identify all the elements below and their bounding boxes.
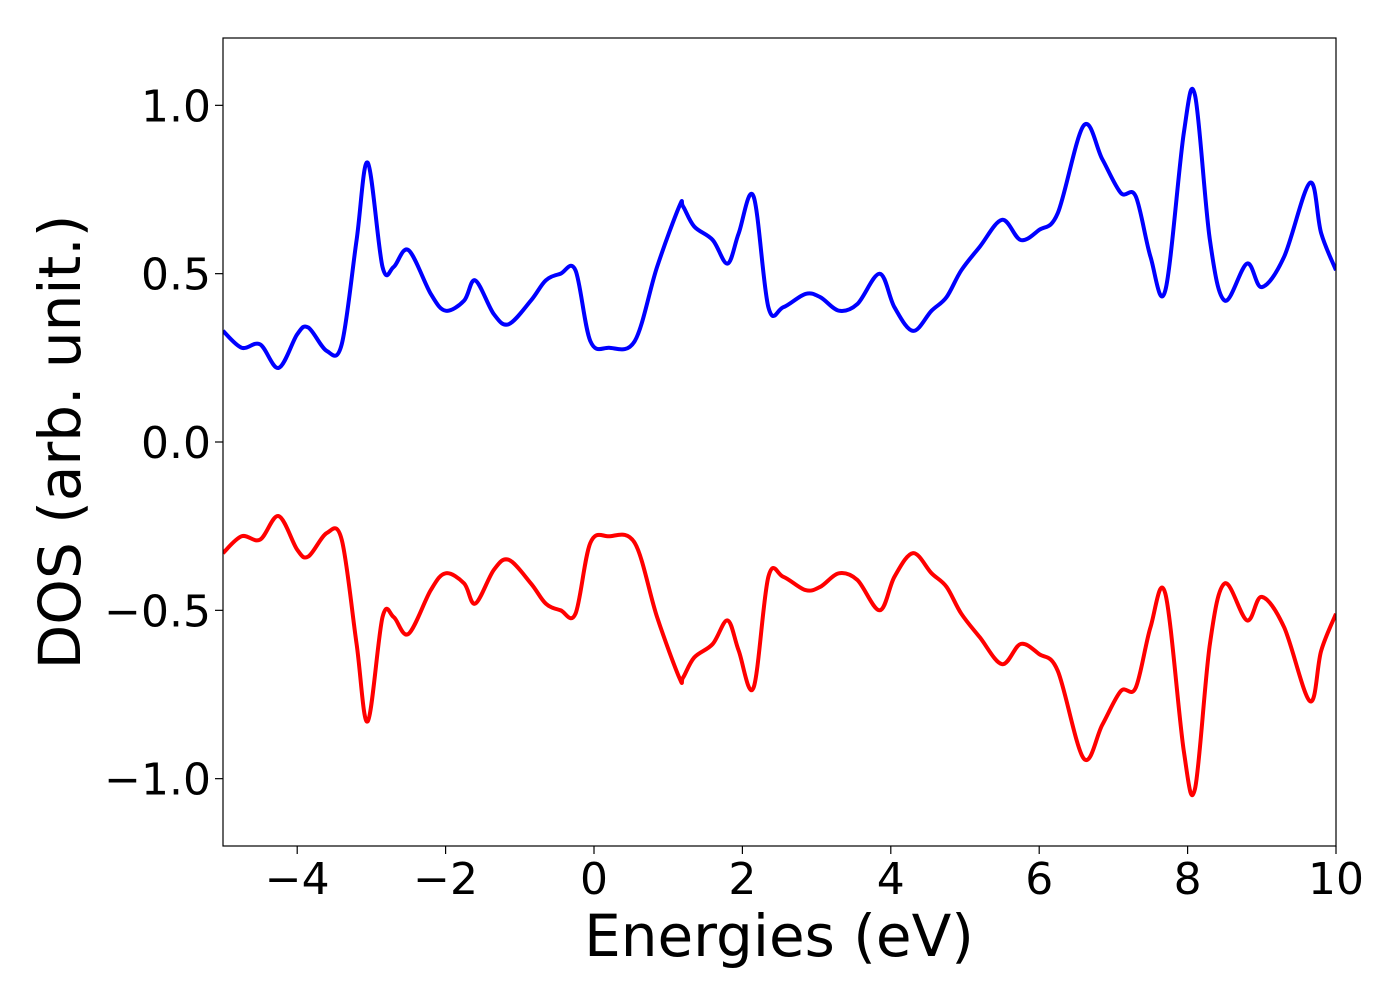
series-line-red — [223, 514, 1336, 798]
y-tick-label: 0.5 — [141, 250, 211, 301]
y-tick-label: −0.5 — [104, 586, 211, 637]
y-axis: 1.0 0.5 0.0 −0.5 −1.0 — [104, 81, 223, 806]
series-layer — [223, 86, 1336, 798]
x-tick-label: 4 — [877, 854, 905, 905]
x-tick-label: 8 — [1174, 854, 1202, 905]
x-tick-label: 0 — [580, 854, 608, 905]
x-tick-label: −2 — [413, 854, 478, 905]
x-tick-label: 10 — [1308, 854, 1364, 905]
y-tick-label: 1.0 — [141, 81, 211, 132]
x-tick-label: −4 — [265, 854, 330, 905]
x-axis: −4 −2 0 2 4 6 8 10 — [265, 846, 1364, 905]
x-tick-label: 6 — [1025, 854, 1053, 905]
series-line-blue — [223, 86, 1336, 370]
y-tick-label: −1.0 — [104, 755, 211, 806]
x-axis-label: Energies (eV) — [584, 902, 974, 970]
x-tick-label: 2 — [728, 854, 756, 905]
y-axis-label: DOS (arb. unit.) — [26, 215, 94, 670]
y-tick-label: 0.0 — [141, 418, 211, 469]
